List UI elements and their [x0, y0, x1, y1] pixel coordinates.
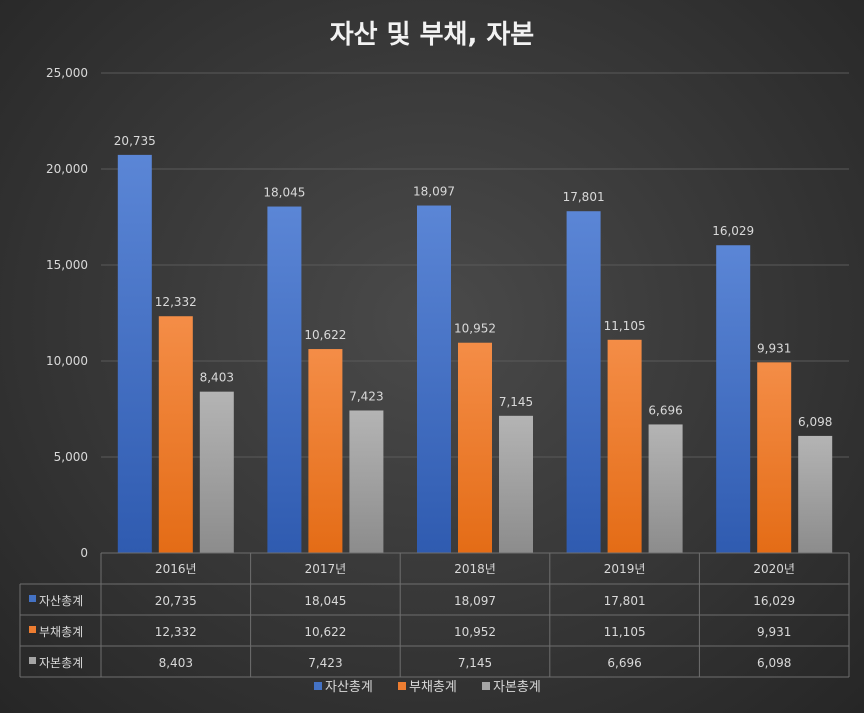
table-series-name: 자산총계 [39, 594, 83, 608]
y-tick-label: 0 [80, 546, 88, 560]
bar-부채총계-2016년 [158, 316, 193, 553]
data-label: 20,735 [114, 134, 156, 148]
table-cell: 20,735 [155, 594, 197, 608]
table-cell: 16,029 [753, 594, 795, 608]
data-label: 8,403 [200, 371, 234, 385]
data-label: 6,696 [648, 403, 682, 417]
x-category-label: 2017년 [305, 562, 347, 576]
y-tick-label: 5,000 [54, 450, 88, 464]
table-series-name: 부채총계 [39, 625, 83, 639]
bar-자산총계-2020년 [716, 245, 751, 553]
table-cell: 7,145 [458, 656, 492, 670]
table-cell: 10,952 [454, 625, 496, 639]
bar-자산총계-2018년 [417, 205, 451, 553]
data-label: 18,097 [413, 185, 455, 199]
legend-label: 자본총계 [493, 680, 541, 695]
bar-자산총계-2017년 [267, 206, 302, 553]
bar-자본총계-2019년 [648, 424, 683, 553]
bars [117, 154, 833, 553]
table-series-swatch [29, 595, 36, 602]
data-label: 17,801 [563, 190, 605, 204]
bar-자본총계-2020년 [798, 435, 833, 553]
table-cell: 18,045 [304, 594, 346, 608]
bar-자산총계-2019년 [566, 211, 601, 553]
bar-자산총계-2016년 [117, 154, 152, 553]
data-label: 18,045 [263, 186, 305, 200]
table-cell: 6,098 [757, 656, 791, 670]
table-cell: 11,105 [604, 625, 646, 639]
x-category-label: 2018년 [454, 562, 496, 576]
bar-부채총계-2020년 [757, 362, 792, 553]
legend: 자산총계 부채총계 자본총계 [314, 680, 541, 695]
data-label: 10,952 [454, 322, 496, 336]
bar-부채총계-2019년 [607, 339, 642, 553]
x-category-label: 2020년 [753, 562, 795, 576]
bar-부채총계-2018년 [458, 342, 492, 553]
table-cell: 18,097 [454, 594, 496, 608]
y-tick-label: 20,000 [46, 162, 88, 176]
table-cell: 7,423 [308, 656, 342, 670]
x-category-label: 2016년 [155, 562, 197, 576]
chart-title: 자산 및 부채, 자본 [330, 20, 534, 50]
y-tick-label: 10,000 [46, 354, 88, 368]
table-cell: 10,622 [304, 625, 346, 639]
legend-swatch [314, 682, 322, 690]
data-label: 16,029 [712, 224, 754, 238]
legend-label: 자산총계 [325, 680, 373, 695]
bar-자본총계-2018년 [499, 415, 533, 553]
table-cell: 17,801 [604, 594, 646, 608]
bar-자본총계-2017년 [349, 410, 384, 553]
legend-swatch [398, 682, 406, 690]
y-tick-label: 15,000 [46, 258, 88, 272]
table-series-swatch [29, 657, 36, 664]
y-tick-label: 25,000 [46, 66, 88, 80]
table-cell: 9,931 [757, 625, 791, 639]
data-label: 12,332 [155, 295, 197, 309]
bar-부채총계-2017년 [308, 349, 343, 553]
table-cell: 6,696 [607, 656, 641, 670]
data-label: 10,622 [304, 328, 346, 342]
data-label: 11,105 [604, 319, 646, 333]
table-series-swatch [29, 626, 36, 633]
legend-swatch [482, 682, 490, 690]
table-cell: 8,403 [159, 656, 193, 670]
table-cell: 12,332 [155, 625, 197, 639]
table-series-name: 자본총계 [39, 656, 83, 670]
data-label: 7,423 [349, 389, 383, 403]
data-label: 9,931 [757, 341, 791, 355]
data-labels: 20,735 12,332 8,403 18,045 10,622 7,423 18,097… [114, 134, 833, 429]
y-axis: 0 5,000 10,000 15,000 20,000 25,000 [46, 66, 88, 560]
x-category-label: 2019년 [604, 562, 646, 576]
legend-label: 부채총계 [409, 680, 457, 695]
bar-자본총계-2016년 [199, 391, 234, 553]
data-label: 7,145 [499, 395, 533, 409]
data-label: 6,098 [798, 415, 832, 429]
